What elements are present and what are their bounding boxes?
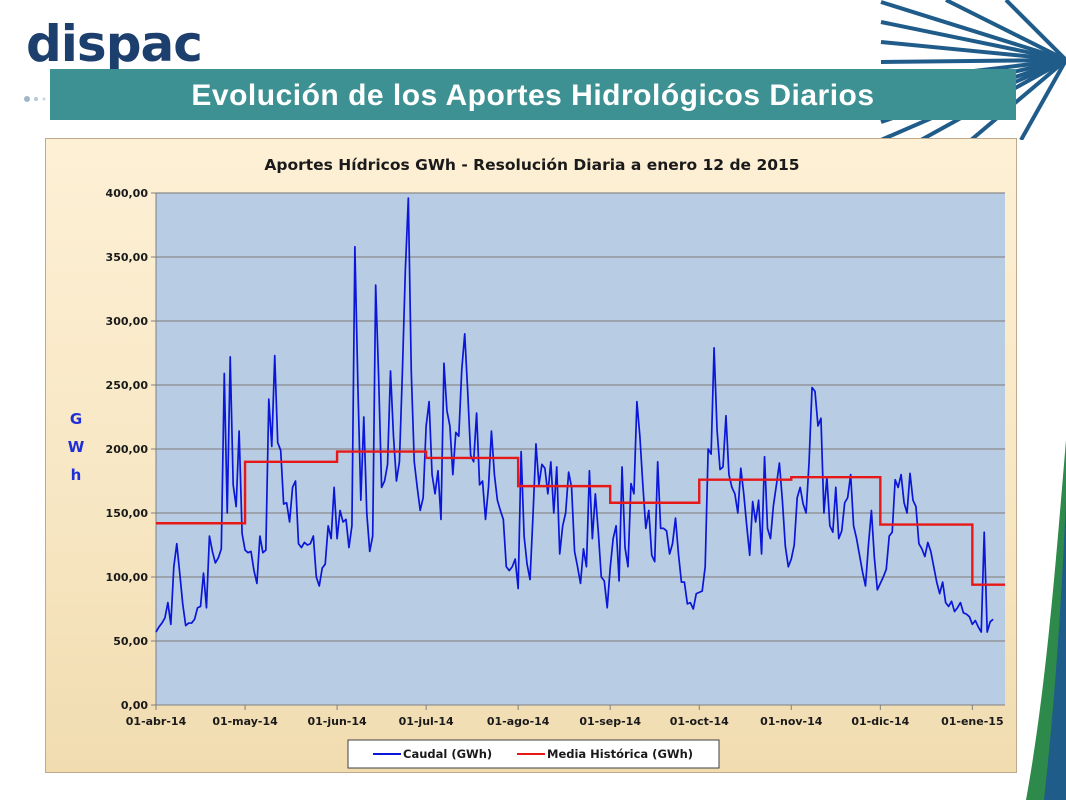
y-axis-label: GWh xyxy=(68,410,85,484)
y-tick-label: 150,00 xyxy=(106,507,149,520)
series-layer xyxy=(155,197,1005,633)
x-tick-label: 01-sep-14 xyxy=(579,715,641,728)
logo-text: dispac xyxy=(26,15,203,73)
x-tick-label: 01-abr-14 xyxy=(126,715,187,728)
y-tick-label: 250,00 xyxy=(106,379,149,392)
x-tick-label: 01-jun-14 xyxy=(307,715,367,728)
y-tick-label: 0,00 xyxy=(121,699,148,712)
legend-label-media: Media Histórica (GWh) xyxy=(547,747,693,761)
page-title: Evolución de los Aportes Hidrológicos Di… xyxy=(191,79,875,112)
series-line-media-historica xyxy=(156,450,1005,586)
x-axis-tick-labels: 01-abr-14 01-may-14 01-jun-14 01-jul-14 01-a… xyxy=(126,705,1004,728)
y-axis-label-letter: h xyxy=(71,466,82,484)
x-tick-label: 01-ago-14 xyxy=(487,715,550,728)
page-title-bar: Evolución de los Aportes Hidrológicos Di… xyxy=(50,69,1016,120)
dispac-logo: dispac xyxy=(26,14,203,74)
x-tick-label: 01-dic-14 xyxy=(851,715,909,728)
y-tick-label: 350,00 xyxy=(106,251,149,264)
hydro-chart: Aportes Hídricos GWh - Resolución Diaria… xyxy=(68,156,1005,769)
y-tick-label: 200,00 xyxy=(106,443,149,456)
swoosh-decoration xyxy=(1026,440,1066,800)
y-axis-label-letter: W xyxy=(68,438,85,456)
x-tick-label: 01-may-14 xyxy=(212,715,278,728)
y-tick-label: 300,00 xyxy=(106,315,149,328)
x-tick-label: 01-jul-14 xyxy=(399,715,454,728)
legend: Caudal (GWh) Media Histórica (GWh) xyxy=(347,739,720,769)
x-tick-label: 01-nov-14 xyxy=(760,715,823,728)
axes xyxy=(155,193,1005,706)
chart-panel: Aportes Hídricos GWh - Resolución Diaria… xyxy=(45,138,1017,773)
series-line-caudal xyxy=(155,197,994,633)
chart-title: Aportes Hídricos GWh - Resolución Diaria… xyxy=(264,156,799,174)
y-tick-label: 50,00 xyxy=(113,635,148,648)
logo-dots-decoration xyxy=(24,96,46,102)
y-tick-label: 100,00 xyxy=(106,571,149,584)
x-tick-label: 01-ene-15 xyxy=(941,715,1004,728)
y-axis-tick-labels: 0,00 50,00 100,00 150,00 200,00 250,00 300,00 3… xyxy=(106,187,156,712)
y-tick-label: 400,00 xyxy=(106,187,149,200)
y-axis-label-letter: G xyxy=(70,410,82,428)
legend-label-caudal: Caudal (GWh) xyxy=(403,747,492,761)
x-tick-label: 01-oct-14 xyxy=(670,715,729,728)
